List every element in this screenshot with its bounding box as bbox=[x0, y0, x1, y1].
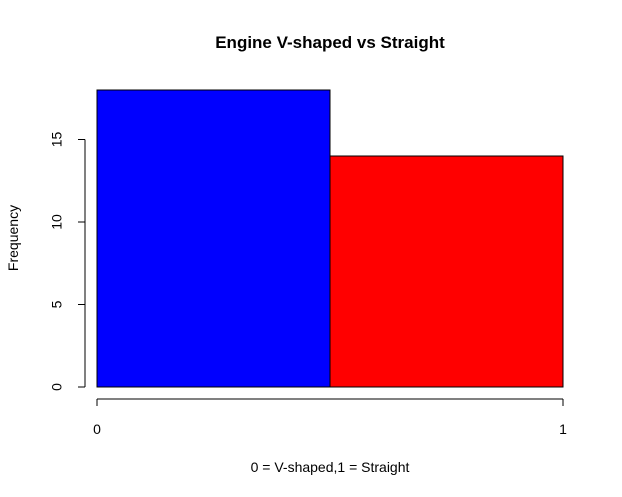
x-tick-label: 0 bbox=[93, 421, 101, 437]
y-axis-label: Frequency bbox=[5, 205, 21, 271]
y-tick-label: 0 bbox=[49, 383, 65, 391]
histogram-bar-1 bbox=[329, 155, 564, 388]
histogram-bar-0 bbox=[96, 89, 331, 388]
bars-group bbox=[96, 89, 564, 388]
y-tick-label: 5 bbox=[49, 300, 65, 308]
x-tick-label: 1 bbox=[559, 421, 567, 437]
y-tick-label: 10 bbox=[49, 214, 65, 230]
chart-title: Engine V-shaped vs Straight bbox=[215, 33, 445, 52]
y-tick-label: 15 bbox=[49, 132, 65, 148]
y-axis: 0 5 10 15 bbox=[49, 132, 86, 391]
x-axis-label: 0 = V-shaped,1 = Straight bbox=[251, 459, 410, 475]
